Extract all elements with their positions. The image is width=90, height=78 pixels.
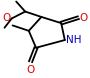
Text: NH: NH [66, 35, 81, 45]
Text: O: O [26, 65, 35, 75]
Text: O: O [79, 13, 87, 23]
Text: O: O [3, 13, 11, 23]
